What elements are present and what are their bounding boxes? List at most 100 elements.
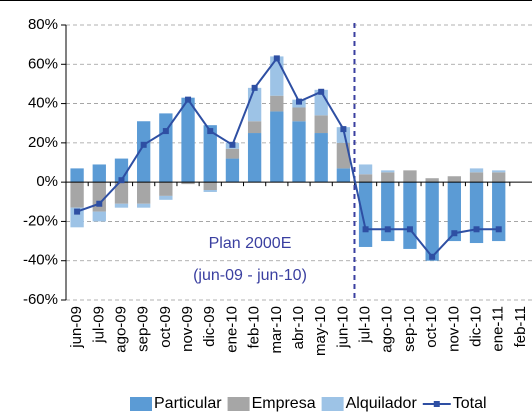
- bar: [159, 182, 173, 196]
- bar: [270, 111, 284, 183]
- bar: [403, 170, 417, 183]
- bar: [203, 182, 217, 190]
- legend-swatch: [321, 397, 344, 411]
- total-line: [76, 56, 499, 259]
- bar: [469, 168, 484, 173]
- x-tick-label: jun-09: [68, 306, 85, 349]
- x-tick-label: ago-09: [112, 306, 129, 353]
- y-tick-label: -60%: [23, 291, 58, 308]
- x-tick-label: dic-10: [467, 306, 484, 347]
- line-marker: [74, 208, 81, 215]
- annotation: Plan 2000E: [209, 235, 292, 252]
- bar: [358, 164, 373, 175]
- bar: [336, 168, 351, 183]
- bar: [403, 182, 417, 249]
- line-marker: [495, 226, 502, 233]
- y-tick-label: 20%: [28, 134, 58, 151]
- bar: [181, 182, 195, 185]
- x-tick-label: sep-09: [135, 306, 152, 352]
- bar: [181, 97, 195, 183]
- bar: [336, 142, 351, 169]
- x-tick-label: nov-09: [179, 306, 196, 352]
- bar: [381, 170, 395, 173]
- line-marker: [362, 226, 369, 233]
- bar: [381, 172, 395, 183]
- bar: [137, 203, 151, 208]
- bar: [469, 172, 484, 183]
- bar: [137, 182, 151, 204]
- bar: [425, 178, 439, 183]
- bar: [381, 182, 395, 242]
- bar: [203, 190, 217, 192]
- bar: [270, 56, 284, 96]
- bar: [425, 182, 439, 261]
- line-marker: [207, 128, 214, 135]
- line-marker: [406, 226, 413, 233]
- bar: [492, 170, 506, 173]
- bar: [447, 182, 461, 242]
- bar: [247, 133, 262, 183]
- y-tick-label: 60%: [28, 55, 58, 72]
- bar: [447, 176, 461, 183]
- y-tick-label: 80%: [28, 16, 58, 33]
- x-tick-label: abr-10: [290, 306, 307, 349]
- x-tick-label: sep-10: [401, 306, 418, 352]
- x-tick-label: ago-10: [379, 306, 396, 353]
- line-marker: [318, 88, 325, 95]
- bar: [114, 182, 129, 204]
- legend-label: Empresa: [252, 395, 316, 412]
- line-marker: [229, 141, 236, 148]
- line-marker: [296, 98, 302, 105]
- line-marker: [473, 226, 480, 233]
- bar: [314, 115, 328, 134]
- bar: [159, 113, 173, 183]
- bar: [270, 95, 284, 112]
- y-tick-label: 0%: [36, 173, 58, 190]
- bar: [137, 121, 151, 183]
- bar: [92, 211, 106, 222]
- x-tick-label: feb-10: [246, 306, 263, 349]
- line-marker: [273, 55, 280, 62]
- y-tick-label: 40%: [28, 95, 58, 112]
- bar: [292, 107, 306, 122]
- bar: [203, 125, 217, 183]
- legend-item: Empresa: [227, 395, 316, 412]
- bar: [336, 127, 351, 143]
- annotation: (jun-09 - jun-10): [193, 267, 307, 284]
- bar: [70, 182, 84, 208]
- bar: [225, 158, 240, 183]
- bar: [292, 121, 306, 183]
- bar: [114, 203, 129, 208]
- x-tick-label: jun-10: [334, 306, 351, 349]
- x-tick-label: nov-10: [445, 306, 462, 352]
- bar: [225, 148, 240, 159]
- x-tick-label: oct-09: [157, 306, 174, 348]
- line-marker: [384, 226, 391, 233]
- y-tick-label: -40%: [23, 252, 58, 269]
- line-marker: [96, 200, 103, 207]
- legend-label: Particular: [154, 395, 222, 412]
- y-tick-label: -20%: [23, 212, 58, 229]
- bar: [492, 172, 506, 183]
- legend-item: Total: [422, 395, 487, 412]
- line-marker: [118, 177, 125, 184]
- legend-marker: [433, 401, 440, 407]
- bar: [469, 182, 484, 244]
- bar: [92, 164, 106, 183]
- line-marker: [140, 141, 147, 148]
- x-tick-label: jul-09: [90, 306, 107, 344]
- bar: [70, 168, 84, 183]
- bar: [358, 174, 373, 183]
- x-tick-label: jul-10: [357, 306, 374, 344]
- line-marker: [185, 96, 192, 103]
- legend-label: Alquilador: [346, 395, 418, 412]
- bar: [314, 133, 328, 183]
- bar: [159, 195, 173, 200]
- line-marker: [251, 84, 258, 91]
- x-tick-label: ene-10: [223, 306, 240, 353]
- legend-item: Particular: [130, 395, 222, 412]
- line-marker: [429, 253, 436, 260]
- x-tick-label: mar-10: [268, 306, 285, 354]
- x-tick-label: dic-09: [201, 306, 218, 347]
